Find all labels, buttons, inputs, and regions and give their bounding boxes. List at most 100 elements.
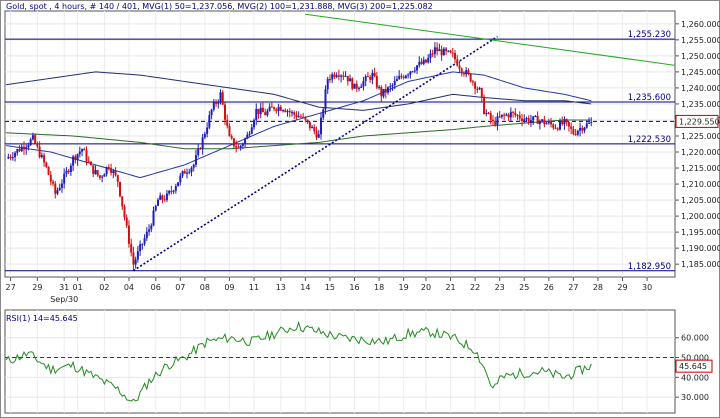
x-tick-label: 18 <box>374 283 384 292</box>
candle-body <box>498 116 501 118</box>
candle <box>165 190 168 203</box>
candle-body <box>302 116 305 118</box>
candle-body <box>123 206 126 218</box>
candle-body <box>590 122 593 124</box>
candle <box>335 72 338 79</box>
candle-body <box>570 126 573 129</box>
candle <box>451 47 454 58</box>
candle-body <box>536 116 539 125</box>
candle <box>514 108 517 118</box>
candle <box>400 73 403 80</box>
candle-body <box>311 126 314 129</box>
rsi-tick-label: 60.000 <box>681 334 709 343</box>
candle <box>40 152 43 159</box>
candle-body <box>27 144 30 148</box>
candle <box>161 194 164 204</box>
candle <box>496 112 499 131</box>
candle <box>442 47 445 56</box>
candle <box>60 179 63 193</box>
candle-body <box>579 127 582 131</box>
candle-body <box>9 156 12 158</box>
candle <box>230 134 233 140</box>
candle-body <box>277 106 280 111</box>
candle-body <box>315 131 318 138</box>
candle-body <box>145 231 148 239</box>
candle <box>194 149 197 168</box>
candle <box>56 187 59 196</box>
candle <box>241 142 244 149</box>
candle-body <box>523 119 526 121</box>
candle-body <box>483 96 486 114</box>
trendline-2 <box>305 13 675 66</box>
time-x-axis: 27 29 31 01 02 04 06 07 08 09 11 13 14 15 16 18 19 20 21 22… <box>5 277 652 304</box>
candle <box>523 114 526 124</box>
candle <box>244 137 247 148</box>
candle <box>384 84 387 99</box>
candle-body <box>246 134 249 139</box>
candle-body <box>514 112 517 116</box>
candle <box>302 112 305 118</box>
candle-body <box>76 154 79 161</box>
candle <box>320 113 323 140</box>
rsi-tick-label: 50.000 <box>681 354 709 363</box>
candle <box>277 103 280 117</box>
candle <box>487 111 490 115</box>
candle-body <box>177 182 180 187</box>
candle <box>561 116 564 126</box>
price-gridlines <box>5 11 675 277</box>
candle <box>192 163 195 172</box>
candle-body <box>87 161 90 163</box>
candle <box>590 117 593 127</box>
rsi-current-label: 45.645 <box>679 362 707 371</box>
candle-body <box>208 115 211 128</box>
candle-body <box>384 88 387 93</box>
candle <box>197 143 200 158</box>
candle <box>248 130 251 138</box>
candle <box>38 141 41 159</box>
candle-body <box>232 138 235 147</box>
candle-body <box>362 80 365 87</box>
price-tick-label: 1,215.000 <box>681 164 720 173</box>
candle <box>92 165 95 178</box>
candle <box>494 116 497 127</box>
candle <box>163 195 166 202</box>
candle <box>380 85 383 102</box>
candle-body <box>326 79 329 90</box>
candle <box>567 121 570 132</box>
candle-body <box>16 149 19 153</box>
candle <box>268 103 271 112</box>
candle-body <box>226 119 229 126</box>
rsi-current-tag <box>675 359 713 373</box>
candle <box>565 118 568 127</box>
candle <box>308 121 311 131</box>
candle <box>458 60 461 73</box>
price-tick-label: 1,245.000 <box>681 68 720 77</box>
candle-body <box>183 171 186 174</box>
candle-body <box>63 173 66 184</box>
x-tick-label: 28 <box>593 283 603 292</box>
candle <box>362 76 365 91</box>
candle-body <box>201 137 204 150</box>
candle-body <box>110 168 113 173</box>
candle-body <box>447 50 450 52</box>
candle-body <box>424 59 427 63</box>
candle <box>210 108 213 120</box>
candles <box>7 42 593 270</box>
candle <box>145 227 148 241</box>
candle <box>512 111 515 118</box>
candle <box>103 173 106 177</box>
candle <box>337 69 340 81</box>
candle-body <box>588 122 591 124</box>
candle <box>290 110 293 117</box>
x-tick-label: 19 <box>399 283 409 292</box>
candle <box>550 117 553 128</box>
candle <box>371 69 374 85</box>
candle <box>141 243 144 250</box>
candle <box>186 168 189 179</box>
x-tick-label: 04 <box>124 283 134 292</box>
candle <box>203 131 206 140</box>
candle-body <box>454 52 457 60</box>
candle <box>304 116 307 123</box>
candle-body <box>152 210 155 226</box>
candle-body <box>465 70 468 75</box>
